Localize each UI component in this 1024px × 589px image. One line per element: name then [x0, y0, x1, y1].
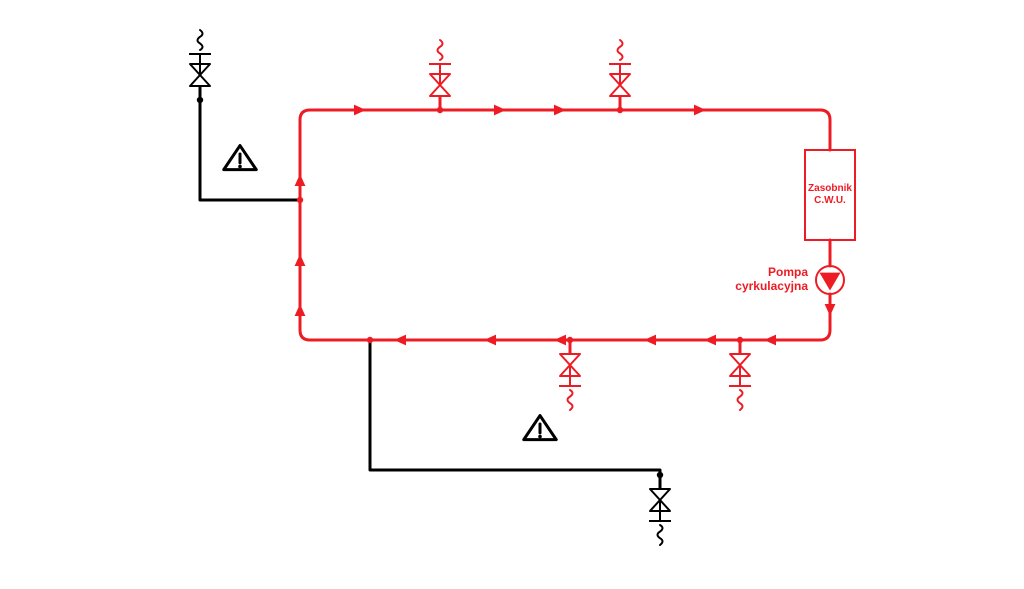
tank-label-line2: C.W.U.: [814, 195, 846, 206]
flow-arrow-icon: [825, 304, 836, 316]
flow-arrow-icon: [644, 335, 656, 346]
pump-label-line1: Pompa: [768, 265, 808, 279]
flow-arrow-icon: [554, 335, 566, 346]
flow-arrow-icon: [554, 105, 566, 116]
tap-valve: [429, 40, 451, 110]
flow-arrow-icon: [394, 335, 406, 346]
flow-arrow-icon: [295, 174, 306, 186]
flow-arrow-icon: [354, 105, 366, 116]
junction-dot: [567, 337, 573, 343]
tap-valve: [559, 340, 581, 410]
tank-label-line1: Zasobnik: [808, 183, 852, 194]
tap-valve: [609, 40, 631, 110]
warning-icon: [224, 146, 256, 170]
dead-leg-branch-top: [200, 100, 300, 200]
flow-arrow-icon: [694, 105, 706, 116]
circulation-loop: [300, 110, 830, 340]
flow-arrow-icon: [295, 304, 306, 316]
junction-dot: [197, 97, 203, 103]
flow-arrow-icon: [295, 254, 306, 266]
flow-arrow-icon: [494, 105, 506, 116]
junction-dot: [657, 472, 663, 478]
pump-label-line2: cyrkulacyjna: [735, 279, 808, 293]
junction-dot: [437, 107, 443, 113]
junction-dot: [297, 197, 303, 203]
tap-valve: [649, 475, 671, 545]
tap-valve: [189, 30, 211, 100]
warning-icon: [524, 416, 556, 440]
flow-arrow-icon: [484, 335, 496, 346]
flow-arrow-icon: [704, 335, 716, 346]
tank: ZasobnikC.W.U.: [805, 150, 855, 240]
pump: Pompacyrkulacyjna: [735, 265, 844, 294]
junction-dot: [367, 337, 373, 343]
flow-arrow-icon: [764, 335, 776, 346]
dead-leg-branch-bottom: [370, 340, 660, 475]
junction-dot: [617, 107, 623, 113]
junction-dot: [737, 337, 743, 343]
tap-valve: [729, 340, 751, 410]
